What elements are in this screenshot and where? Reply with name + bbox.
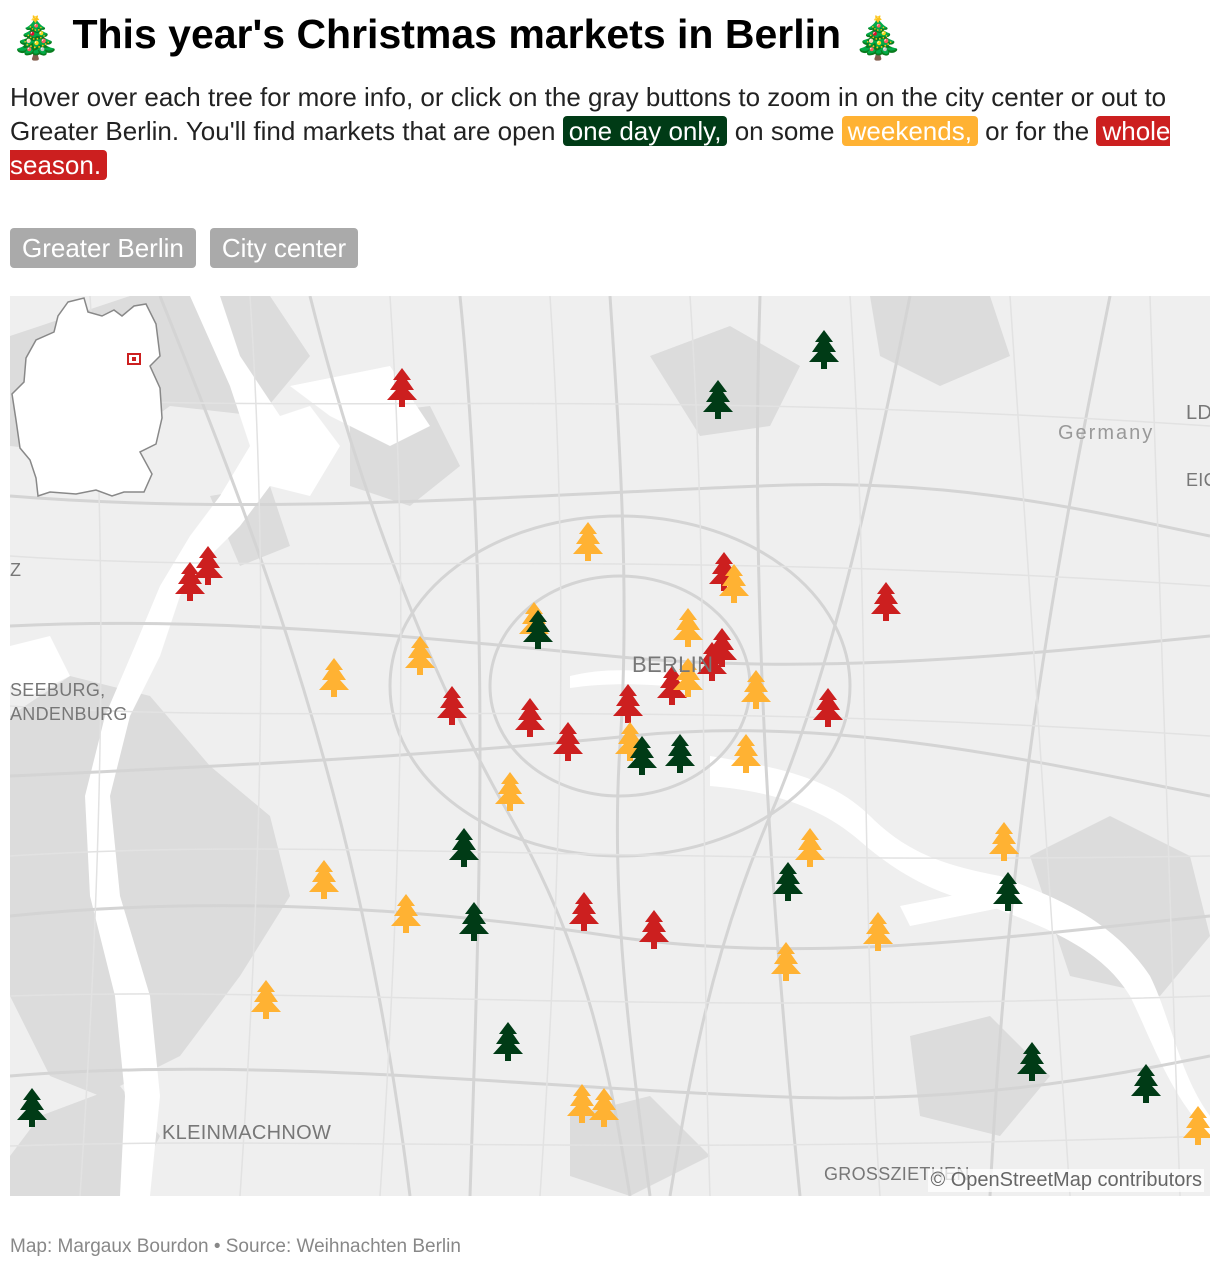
map[interactable]: BERLIN SEEBURG, ANDENBURG KLEINMACHNOW G… [10,296,1210,1196]
market-tree-season-icon[interactable] [871,582,901,621]
legend-one-day: one day only, [562,116,728,146]
market-tree-season-icon[interactable] [639,910,669,949]
market-tree-weekends-icon[interactable] [1183,1106,1210,1145]
market-tree-weekends-icon[interactable] [319,658,349,697]
market-tree-weekends-icon[interactable] [251,980,281,1019]
market-tree-weekends-icon[interactable] [309,860,339,899]
market-tree-one-day-icon[interactable] [459,902,489,941]
market-tree-season-icon[interactable] [515,698,545,737]
label-edge-eic: EIC [1186,470,1210,490]
market-tree-weekends-icon[interactable] [673,658,703,697]
market-tree-one-day-icon[interactable] [17,1088,47,1127]
market-tree-weekends-icon[interactable] [673,608,703,647]
market-tree-season-icon[interactable] [437,686,467,725]
christmas-tree-emoji-left: 🎄 [10,15,62,61]
market-tree-weekends-icon[interactable] [731,734,761,773]
market-tree-weekends-icon[interactable] [795,828,825,867]
market-tree-weekends-icon[interactable] [391,894,421,933]
market-tree-weekends-icon[interactable] [567,1084,597,1123]
market-tree-season-icon[interactable] [553,722,583,761]
label-edge-z: Z [10,560,22,580]
label-kleinmachnow: KLEINMACHNOW [162,1122,332,1144]
label-edge-ld: LD [1186,402,1210,424]
description-mid2: or for the [977,116,1097,146]
market-tree-season-icon[interactable] [697,642,727,681]
label-berlin: BERLIN [632,652,714,677]
market-tree-weekends-icon[interactable] [589,1088,619,1127]
market-tree-season-icon[interactable] [387,368,417,407]
description: Hover over each tree for more info, or c… [10,80,1210,182]
germany-label: Germany [1058,422,1155,444]
page-title: 🎄 This year's Christmas markets in Berli… [10,8,904,64]
market-tree-one-day-icon[interactable] [993,872,1023,911]
footer-source: Map: Margaux Bourdon • Source: Weihnacht… [10,1236,461,1257]
label-seeburg: SEEBURG, [10,680,106,700]
market-tree-one-day-icon[interactable] [703,380,733,419]
market-tree-weekends-icon[interactable] [863,912,893,951]
market-tree-weekends-icon[interactable] [573,522,603,561]
market-tree-one-day-icon[interactable] [627,736,657,775]
market-tree-season-icon[interactable] [613,684,643,723]
market-tree-one-day-icon[interactable] [523,610,553,649]
market-tree-weekends-icon[interactable] [719,564,749,603]
market-tree-weekends-icon[interactable] [771,942,801,981]
market-tree-one-day-icon[interactable] [1017,1042,1047,1081]
market-tree-season-icon[interactable] [193,546,223,585]
market-tree-one-day-icon[interactable] [809,330,839,369]
market-tree-season-icon[interactable] [569,892,599,931]
market-tree-one-day-icon[interactable] [773,862,803,901]
germany-inset-map [11,297,163,498]
market-tree-season-icon[interactable] [657,666,687,705]
market-tree-season-icon[interactable] [813,688,843,727]
title-text: This year's Christmas markets in Berlin [72,11,842,57]
market-tree-weekends-icon[interactable] [989,822,1019,861]
market-tree-weekends-icon[interactable] [405,636,435,675]
market-markers [17,330,1210,1145]
market-tree-one-day-icon[interactable] [1131,1064,1161,1103]
zoom-buttons: Greater Berlin City center [10,228,359,268]
description-intro: Hover over each tree for more info, or c… [10,82,1167,146]
description-mid: on some [727,116,842,146]
greater-berlin-button[interactable]: Greater Berlin [10,228,196,268]
market-tree-one-day-icon[interactable] [665,734,695,773]
legend-weekends: weekends, [841,116,978,146]
market-tree-season-icon[interactable] [175,562,205,601]
market-tree-weekends-icon[interactable] [495,772,525,811]
market-tree-one-day-icon[interactable] [449,828,479,867]
osm-credit[interactable]: © OpenStreetMap contributors [928,1169,1204,1192]
christmas-tree-emoji-right: 🎄 [852,15,904,61]
market-tree-weekends-icon[interactable] [741,670,771,709]
market-tree-one-day-icon[interactable] [493,1022,523,1061]
city-center-button[interactable]: City center [209,228,359,268]
label-brandenburg: ANDENBURG [10,704,128,724]
map-basemap [10,296,1210,1196]
